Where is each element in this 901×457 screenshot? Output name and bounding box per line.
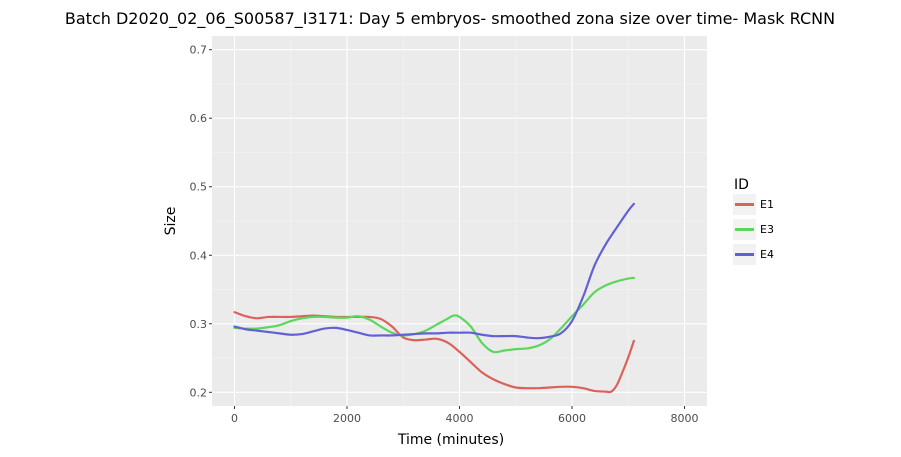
legend-label: E1: [760, 198, 774, 211]
y-axis-ticks: 0.2 0.3 0.4 0.5 0.6 0.7: [190, 44, 212, 399]
x-axis-title: Time (minutes): [397, 432, 504, 448]
series-line-e3: [233, 276, 635, 354]
legend: ID E1 E3 E4: [733, 177, 774, 265]
y-tick-label: 0.4: [190, 249, 208, 262]
series-lines: [233, 202, 635, 394]
y-tick-label: 0.5: [190, 181, 208, 194]
chart-title: Batch D2020_02_06_S00587_I3171: Day 5 em…: [65, 9, 835, 29]
x-tick-label: 0: [231, 412, 238, 425]
y-tick-label: 0.2: [190, 386, 208, 399]
y-tick-label: 0.3: [190, 318, 208, 331]
series-line-e1: [233, 311, 635, 394]
x-tick-label: 2000: [333, 412, 361, 425]
legend-title: ID: [734, 177, 749, 193]
major-gridlines: [212, 36, 707, 406]
series-line-e4: [233, 202, 635, 340]
legend-item-e4: E4: [733, 244, 774, 265]
y-tick-label: 0.6: [190, 112, 208, 125]
y-axis-title: Size: [163, 207, 179, 236]
y-tick-label: 0.7: [190, 44, 208, 57]
legend-item-e3: E3: [733, 219, 774, 240]
legend-label: E4: [760, 248, 774, 261]
legend-label: E3: [760, 223, 774, 236]
legend-item-e1: E1: [733, 194, 774, 215]
x-tick-label: 8000: [671, 412, 699, 425]
x-tick-label: 6000: [558, 412, 586, 425]
legend-items: E1 E3 E4: [733, 194, 774, 265]
x-tick-label: 4000: [446, 412, 474, 425]
x-axis-ticks: 0 2000 4000 6000 8000: [231, 406, 699, 425]
